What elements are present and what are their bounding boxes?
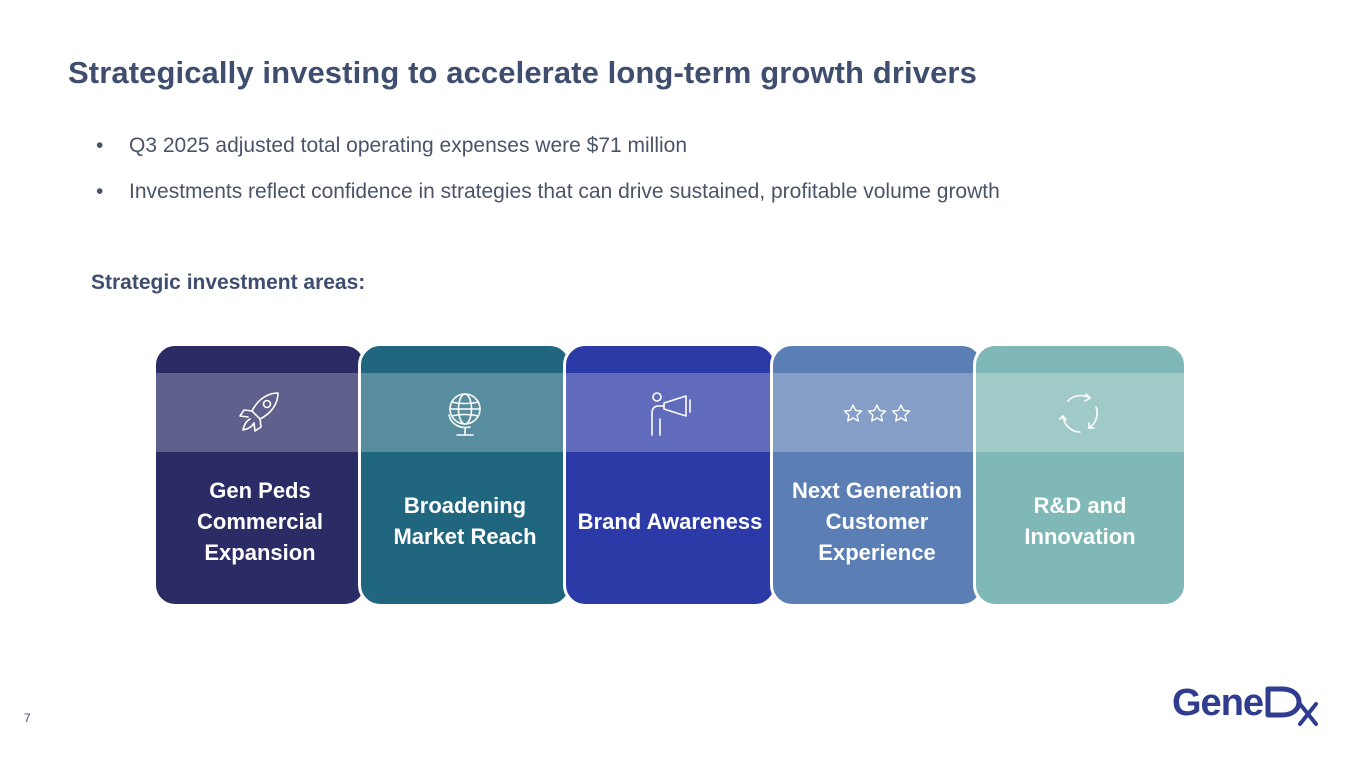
card-label: Brand Awareness — [577, 508, 763, 534]
card-market-reach: Broadening Market Reach — [358, 343, 572, 607]
card-label: Next Generation Customer Experience — [792, 477, 962, 565]
card-icon-band — [976, 373, 1184, 452]
bullet-marker: • — [96, 180, 104, 203]
card-label: R&D and Innovation — [1024, 493, 1136, 549]
bullet-text: Investments reflect confidence in strate… — [129, 180, 1000, 203]
logo-wordmark: Gene — [1172, 682, 1264, 724]
section-subheading: Strategic investment areas: — [91, 271, 366, 294]
card-icon-band — [773, 373, 981, 452]
bullet-text: Q3 2025 adjusted total operating expense… — [129, 134, 688, 157]
card-icon-band — [361, 373, 569, 452]
bullet-item: • Q3 2025 adjusted total operating expen… — [96, 130, 1000, 161]
slide-title: Strategically investing to accelerate lo… — [68, 55, 977, 90]
card-gen-peds: Gen Peds Commercial Expansion — [153, 343, 367, 607]
bullet-list: • Q3 2025 adjusted total operating expen… — [96, 130, 1000, 222]
three-stars-icon — [841, 393, 913, 433]
page-number: 7 — [24, 711, 31, 725]
globe-icon — [437, 385, 493, 441]
card-icon-band — [156, 373, 364, 452]
card-rd-innovation: R&D and Innovation — [973, 343, 1187, 607]
card-label: Broadening Market Reach — [393, 493, 537, 549]
rocket-icon — [232, 385, 288, 441]
investment-areas: Gen Peds Commercial Expansion Broadening… — [153, 343, 1193, 607]
bullet-item: • Investments reflect confidence in stra… — [96, 176, 1000, 207]
card-customer-experience: Next Generation Customer Experience — [770, 343, 984, 607]
genedx-logo: Gene — [1172, 680, 1328, 726]
cycle-arrows-icon — [1052, 385, 1108, 441]
logo-dx-mark — [1265, 686, 1318, 726]
card-brand-awareness: Brand Awareness — [563, 343, 777, 607]
megaphone-person-icon — [642, 385, 698, 441]
card-icon-band — [566, 373, 774, 452]
bullet-marker: • — [96, 134, 104, 157]
card-label: Gen Peds Commercial Expansion — [197, 477, 323, 565]
